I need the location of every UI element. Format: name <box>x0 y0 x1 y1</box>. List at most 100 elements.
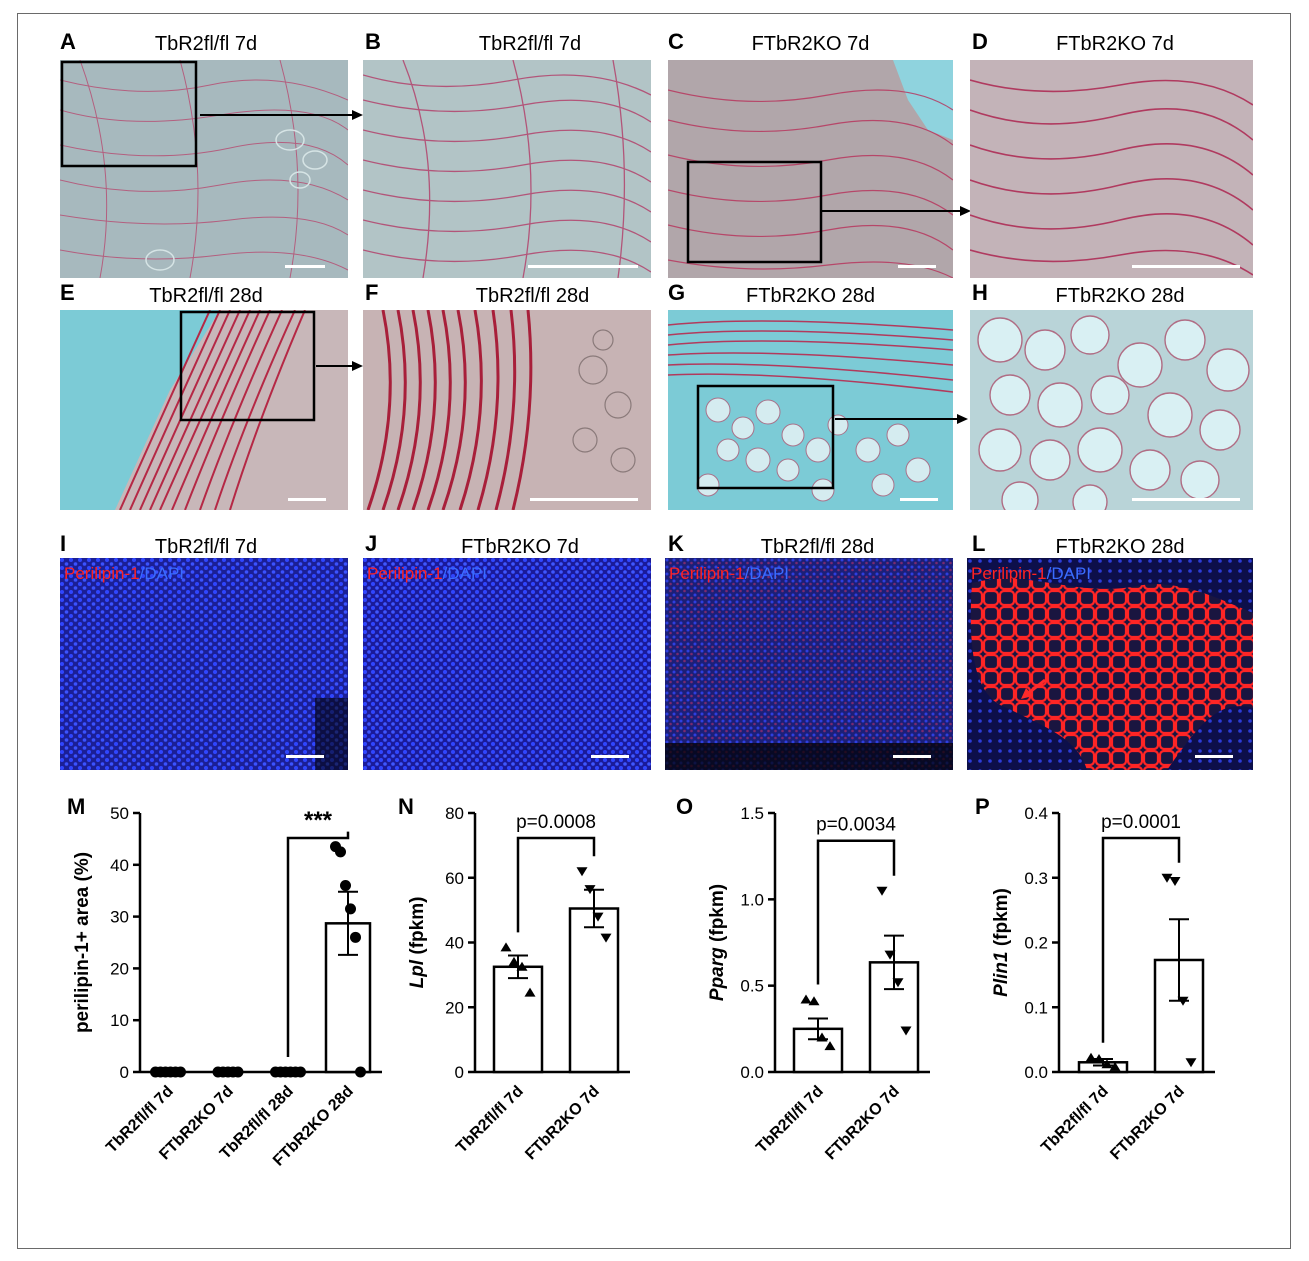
fluorescence-k: Perilipin-1/DAPI <box>665 558 953 770</box>
data-point <box>900 1026 912 1036</box>
fluorescence-j: Perilipin-1/DAPI <box>363 558 651 770</box>
data-point <box>576 867 588 877</box>
data-point <box>340 880 351 892</box>
data-point <box>824 1041 836 1051</box>
micrograph-e <box>60 310 348 510</box>
data-point <box>1161 873 1173 883</box>
panel-title-a: TbR2fl/fl 7d <box>154 33 258 55</box>
y-tick-label: 20 <box>110 959 129 978</box>
y-tick-label: 0.0 <box>1024 1063 1048 1082</box>
significance-bracket <box>286 831 350 1057</box>
panel-title-j: FTbR2KO 7d <box>461 536 579 558</box>
x-tick-label: TbR2fl/fl 7d <box>753 1083 827 1157</box>
data-point <box>600 933 612 943</box>
data-point <box>1185 1058 1197 1068</box>
y-axis-label-unit: (fpkm) <box>991 888 1012 951</box>
panel-label-d: D <box>972 29 988 54</box>
panel-label-o: O <box>676 794 694 819</box>
y-tick-label: 0.4 <box>1024 804 1048 823</box>
data-point <box>350 931 361 943</box>
dapi-dots-k <box>665 558 953 770</box>
y-axis-label-unit: (fpkm) <box>707 884 728 947</box>
data-point <box>1109 1061 1121 1071</box>
chart-pparg: 0.0 0.5 1.0 1.5 Pparg (fpkm) TbR2fl/fl 7dFTbR… <box>707 804 930 1163</box>
x-tick-label: FTbR2KO 7d <box>522 1083 603 1164</box>
micrograph-h <box>970 310 1253 510</box>
y-axis-label: Pparg (fpkm) <box>707 884 728 1001</box>
y-tick-label: 20 <box>445 998 464 1017</box>
data-point <box>335 846 346 858</box>
micrograph-d <box>970 60 1253 278</box>
y-tick-label: 10 <box>110 1011 129 1030</box>
data-point <box>1101 1059 1113 1069</box>
panel-title-i: TbR2fl/fl 7d <box>154 536 258 558</box>
significance-annotation: p=0.0034 <box>816 815 896 836</box>
zoom-arrow-e-f <box>316 361 363 371</box>
data-point <box>808 996 820 1006</box>
data-point <box>516 961 528 971</box>
stain-label-l: Perilipin-1/DAPI <box>971 564 1092 583</box>
panel-label-l: L <box>972 531 986 556</box>
y-tick-label: 0.3 <box>1024 869 1048 888</box>
y-tick-label: 30 <box>110 908 129 927</box>
significance-annotation: p=0.0008 <box>516 812 596 833</box>
y-tick-label: 0.2 <box>1024 934 1048 953</box>
significance-bracket <box>516 836 596 933</box>
y-tick-label: 80 <box>445 804 464 823</box>
data-point <box>800 994 812 1004</box>
y-axis-label-gene: Pparg <box>707 947 728 1001</box>
panel-label-i: I <box>60 531 67 556</box>
panel-label-k: K <box>668 531 684 556</box>
data-point <box>508 956 520 966</box>
panel-title-d: FTbR2KO 7d <box>1056 33 1174 55</box>
panel-label-a: A <box>60 29 76 54</box>
data-point <box>876 886 888 896</box>
panel-title-e: TbR2fl/fl 28d <box>149 285 263 307</box>
x-tick-label: TbR2fl/fl 7d <box>1038 1083 1112 1157</box>
data-point <box>1177 996 1189 1006</box>
panel-title-f: TbR2fl/fl 28d <box>475 285 590 307</box>
panel-label-e: E <box>60 280 75 305</box>
y-tick-label: 0.5 <box>740 977 764 996</box>
panel-title-k: TbR2fl/fl 28d <box>760 536 875 558</box>
panel-title-l: FTbR2KO 28d <box>1055 536 1185 558</box>
panel-label-b: B <box>365 29 381 54</box>
y-tick-label: 40 <box>445 934 464 953</box>
y-tick-label: 0 <box>455 1063 464 1082</box>
significance-bracket <box>1101 836 1181 1043</box>
y-axis-label: Lpl (fpkm) <box>407 897 428 989</box>
data-point <box>1169 876 1181 886</box>
y-axis-label: perilipin-1+ area (%) <box>72 852 93 1033</box>
data-point <box>355 1066 366 1078</box>
y-axis-label-unit: (fpkm) <box>407 897 428 960</box>
panel-label-p: P <box>975 794 990 819</box>
stain-label-j: Perilipin-1/DAPI <box>367 564 488 583</box>
data-point <box>295 1066 306 1078</box>
stain-label-k: Perilipin-1/DAPI <box>669 564 790 583</box>
data-point <box>884 950 896 960</box>
y-tick-label: 50 <box>110 804 129 823</box>
data-point <box>584 885 596 895</box>
fluorescence-i: Perilipin-1/DAPI <box>60 558 348 770</box>
data-point <box>892 978 904 988</box>
panel-label-n: N <box>398 794 414 819</box>
panel-label-m: M <box>67 794 86 819</box>
significance-bracket <box>816 839 896 985</box>
data-point <box>500 942 512 952</box>
data-point <box>1093 1054 1105 1064</box>
y-tick-label: 0.0 <box>740 1063 764 1082</box>
bar <box>492 965 544 1074</box>
dapi-dots-i <box>60 558 348 770</box>
y-axis-label: Plin1 (fpkm) <box>991 888 1012 997</box>
y-tick-label: 0 <box>120 1063 129 1082</box>
zoom-arrow-c-d <box>822 206 971 216</box>
zoom-arrow-a-b <box>200 110 363 120</box>
data-point <box>816 1032 828 1042</box>
chart-plin1: 0.0 0.1 0.2 0.3 0.4 Plin1 (fpkm) TbR2fl/fl 7dF… <box>991 804 1215 1163</box>
y-axis-label-gene: Plin1 <box>991 951 1012 996</box>
panel-title-h: FTbR2KO 28d <box>1055 285 1185 307</box>
micrograph-b <box>363 60 651 278</box>
panel-label-g: G <box>668 280 686 305</box>
panel-title-b: TbR2fl/fl 7d <box>478 33 582 55</box>
y-tick-label: 1.5 <box>740 804 764 823</box>
